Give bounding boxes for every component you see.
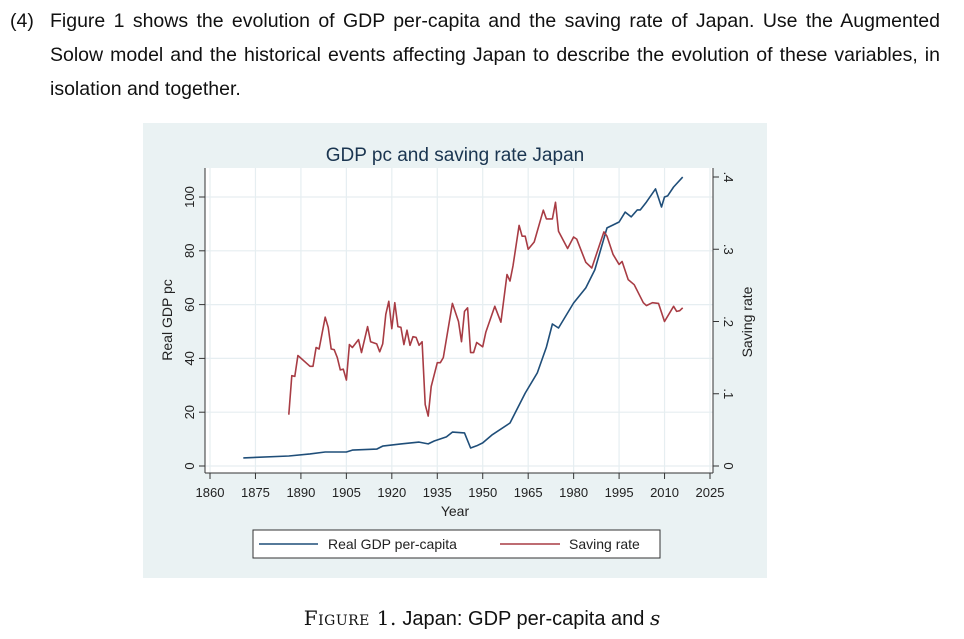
y-tick-label: 60 [182, 297, 197, 311]
legend-box [252, 529, 661, 559]
x-tick-label: 1890 [286, 485, 315, 500]
y2-tick-label: .2 [721, 316, 736, 327]
y-tick-label: 20 [182, 405, 197, 419]
x-tick-label: 2025 [696, 485, 725, 500]
question-number: (4) [10, 10, 34, 32]
x-tick-label: 1905 [332, 485, 361, 500]
x-tick-label: 2010 [650, 485, 679, 500]
x-axis-title: Year [441, 503, 470, 519]
saving-rate-line [288, 201, 684, 417]
x-tick-label: 1935 [423, 485, 452, 500]
y-tick-label: 80 [182, 244, 197, 258]
x-tick-label: 1875 [241, 485, 270, 500]
y2-tick-label: .4 [721, 172, 736, 183]
series-lines [243, 176, 684, 459]
x-tick-label: 1920 [377, 485, 406, 500]
x-tick-label: 1860 [196, 485, 225, 500]
caption-symbol: s [649, 606, 661, 630]
x-tick-label: 1950 [468, 485, 497, 500]
y2-tick-label: 0 [721, 462, 736, 469]
y-tick-label: 40 [182, 351, 197, 365]
y-tick-label: 100 [182, 186, 197, 208]
figure-caption: Figure 1. Japan: GDP per-capita and s [0, 606, 964, 631]
y2-axis-title: Saving rate [739, 286, 755, 357]
legend-label-saving: Saving rate [569, 536, 640, 552]
x-tick-label: 1995 [605, 485, 634, 500]
caption-text: Japan: GDP per-capita and [396, 608, 650, 630]
question-text: Figure 1 shows the evolution of GDP per-… [50, 10, 940, 100]
axes: 1860 1875 1890 1905 1920 1935 1950 1965 1980 1995… [182, 168, 736, 500]
y-tick-label: 0 [182, 462, 197, 469]
chart-title: GDP pc and saving rate Japan [326, 145, 584, 166]
x-tick-label: 1980 [559, 485, 588, 500]
x-tick-label: 1965 [514, 485, 543, 500]
y2-tick-label: .3 [721, 244, 736, 255]
y-axis-title: Real GDP pc [159, 279, 175, 360]
question-4: (4) Figure 1 shows the evolution of GDP … [10, 4, 950, 106]
legend-label-gdp: Real GDP per-capita [328, 536, 457, 552]
y2-tick-label: .1 [721, 388, 736, 399]
figure-label: Figure 1. [303, 606, 397, 630]
gridlines [205, 168, 713, 473]
gdp-line [243, 176, 684, 459]
legend: Real GDP per-capita Saving rate [252, 529, 661, 559]
